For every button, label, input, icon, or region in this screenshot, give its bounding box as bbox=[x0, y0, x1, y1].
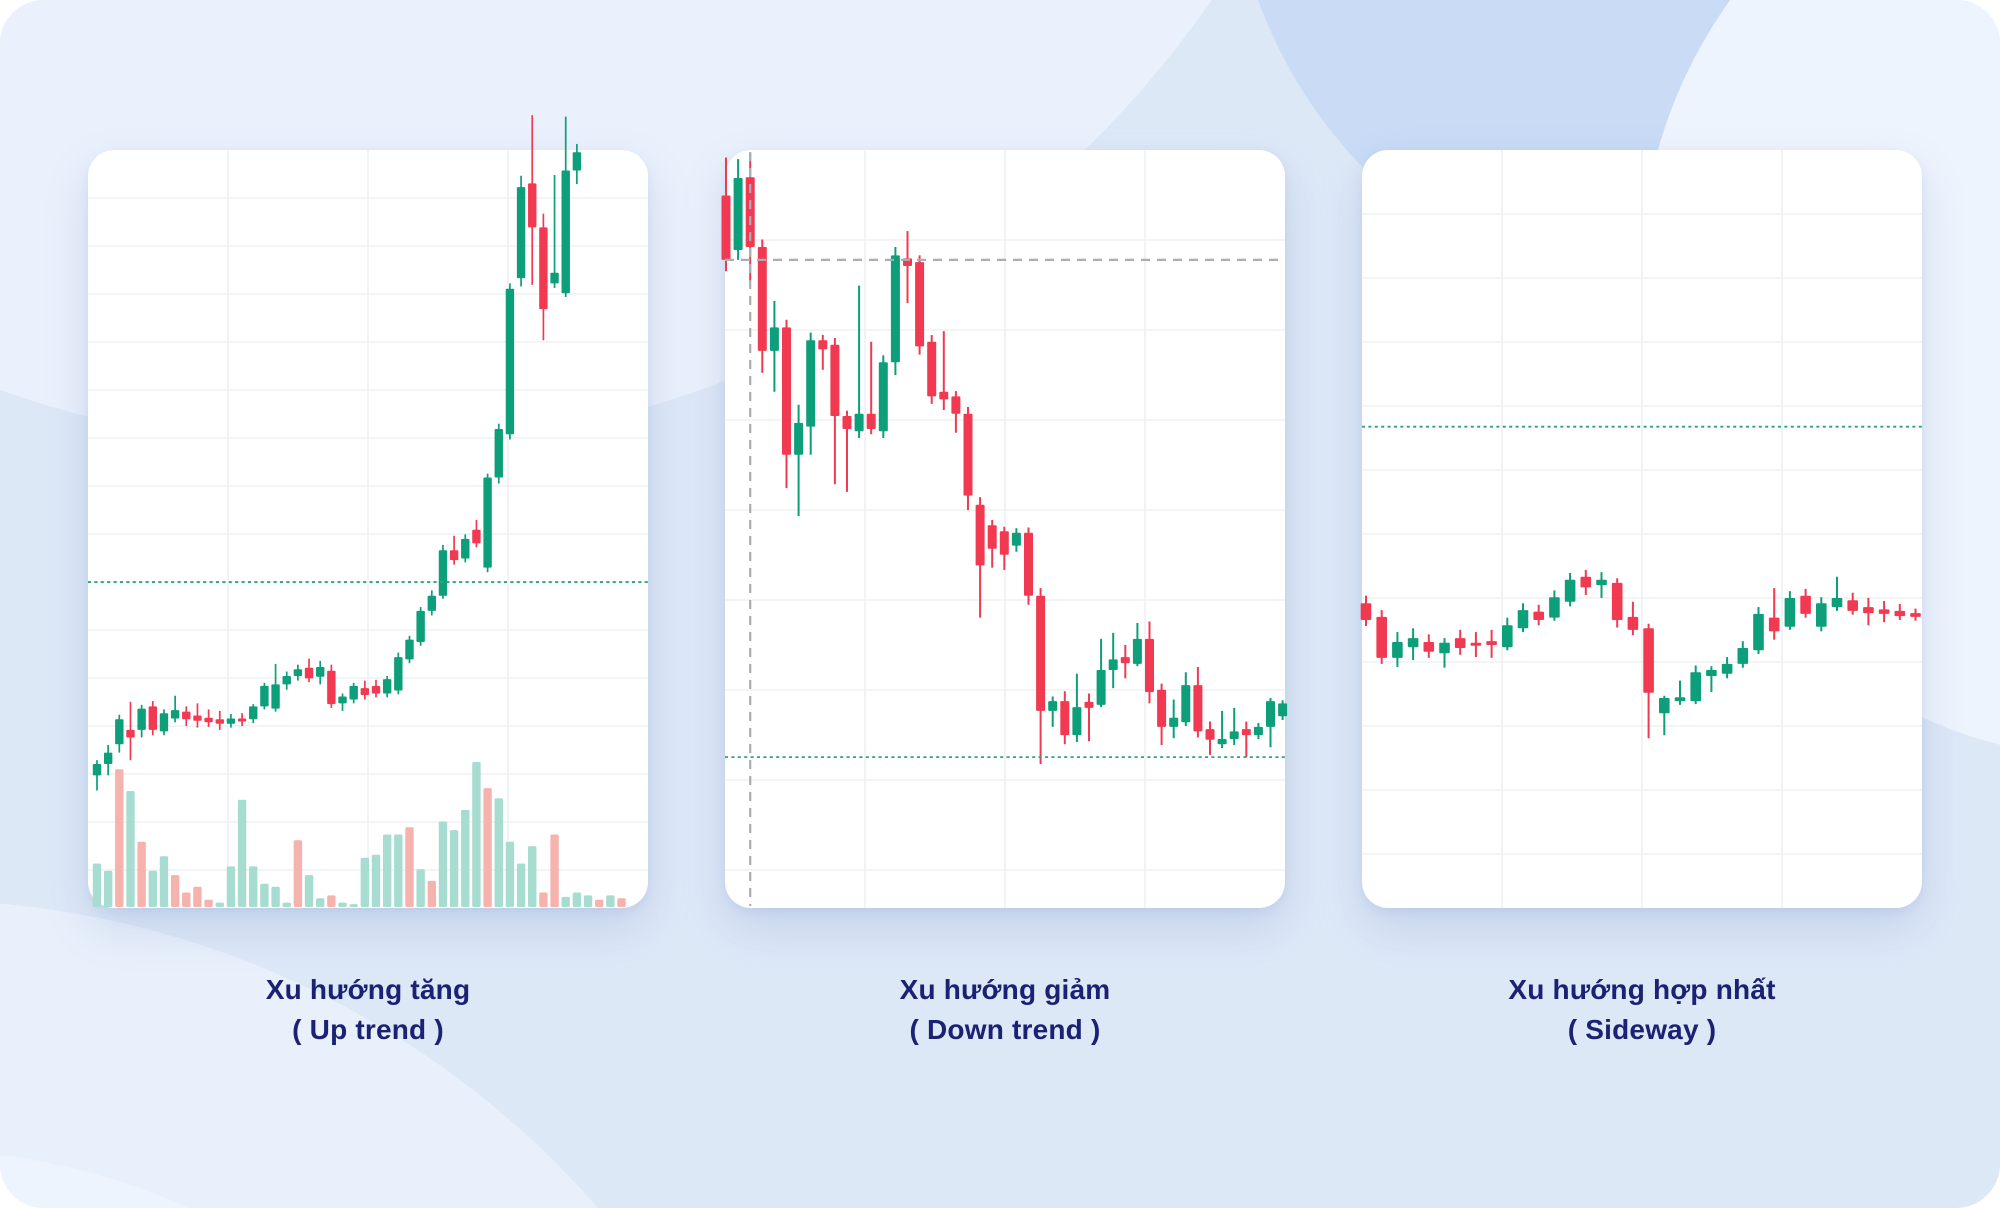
candles-layer bbox=[1360, 569, 1921, 739]
candles-layer bbox=[721, 153, 1288, 764]
grid-layer bbox=[1362, 150, 1922, 908]
uptrend-chart-svg bbox=[88, 115, 648, 908]
sideway-caption: Xu hướng hợp nhất ( Sideway ) bbox=[1362, 970, 1922, 1050]
candles-layer bbox=[92, 115, 582, 791]
downtrend-chart bbox=[721, 150, 1288, 908]
downtrend-caption: Xu hướng giảm ( Down trend ) bbox=[725, 970, 1285, 1050]
sideway-chart-card bbox=[1360, 150, 1922, 908]
sideway-caption-vi: Xu hướng hợp nhất bbox=[1508, 974, 1776, 1005]
uptrend-chart bbox=[88, 115, 648, 908]
downtrend-caption-en: ( Down trend ) bbox=[909, 1014, 1101, 1045]
downtrend-chart-svg bbox=[721, 150, 1288, 908]
downtrend-caption-vi: Xu hướng giảm bbox=[899, 974, 1111, 1005]
uptrend-caption: Xu hướng tăng ( Up trend ) bbox=[88, 970, 648, 1050]
uptrend-caption-en: ( Up trend ) bbox=[292, 1014, 444, 1045]
downtrend-chart-card bbox=[721, 150, 1288, 908]
grid-layer bbox=[725, 150, 1285, 908]
uptrend-chart-card bbox=[88, 115, 648, 908]
sideway-chart-svg bbox=[1360, 150, 1922, 908]
volume-layer bbox=[92, 762, 626, 907]
uptrend-caption-vi: Xu hướng tăng bbox=[265, 974, 471, 1005]
sideway-caption-en: ( Sideway ) bbox=[1567, 1014, 1717, 1045]
decorative-ring-bottom-left-outer bbox=[0, 900, 820, 1208]
sideway-chart bbox=[1360, 150, 1922, 908]
